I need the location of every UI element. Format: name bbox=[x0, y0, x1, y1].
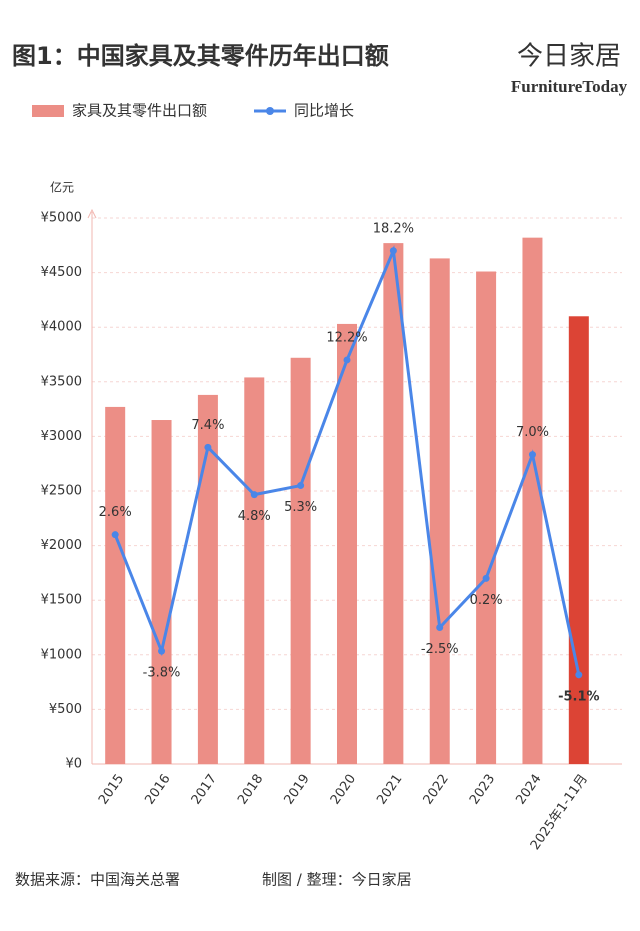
data-label: -5.1% bbox=[558, 689, 599, 704]
line-point bbox=[158, 647, 166, 655]
line-point bbox=[297, 482, 305, 490]
y-tick-label: ¥1500 bbox=[41, 593, 82, 608]
bar bbox=[197, 394, 218, 764]
data-label: 4.8% bbox=[238, 509, 271, 524]
line-point bbox=[389, 247, 397, 255]
x-tick-label: 2017 bbox=[189, 772, 220, 808]
bar bbox=[290, 357, 311, 764]
bar bbox=[105, 406, 126, 764]
y-tick-label: ¥0 bbox=[65, 757, 82, 772]
line-point bbox=[575, 671, 583, 679]
x-tick-label: 2019 bbox=[282, 772, 313, 808]
x-tick-label: 2018 bbox=[235, 772, 266, 808]
y-tick-label: ¥2000 bbox=[41, 538, 82, 553]
data-label: -2.5% bbox=[421, 642, 459, 657]
data-label: 18.2% bbox=[373, 221, 414, 236]
y-tick-label: ¥500 bbox=[49, 702, 82, 717]
y-axis-label: 亿元 bbox=[50, 180, 74, 195]
x-tick-label: 2022 bbox=[421, 772, 452, 808]
line-point bbox=[436, 624, 444, 631]
x-tick-label: 2024 bbox=[513, 772, 544, 808]
line-point bbox=[343, 356, 351, 364]
bar bbox=[337, 323, 357, 764]
data-label: 2.6% bbox=[99, 505, 132, 520]
x-tick-label: 2015 bbox=[96, 772, 127, 808]
line-point bbox=[528, 451, 536, 459]
legend-label: 家具及其零件出口额 bbox=[72, 102, 207, 120]
y-tick-label: ¥2500 bbox=[41, 484, 82, 499]
data-label: 0.2% bbox=[470, 593, 503, 608]
legend-swatch bbox=[266, 107, 274, 115]
legend-label: 同比增长 bbox=[294, 102, 354, 120]
bar bbox=[476, 271, 497, 764]
line-point bbox=[250, 491, 258, 499]
y-tick-label: ¥5000 bbox=[41, 211, 82, 226]
data-label: 7.4% bbox=[191, 418, 224, 433]
y-tick-label: ¥4000 bbox=[41, 320, 82, 335]
data-label: -3.8% bbox=[143, 666, 181, 681]
source: 数据来源：中国海关总署 bbox=[15, 871, 180, 889]
legend-swatch bbox=[32, 105, 64, 117]
bar bbox=[429, 258, 450, 764]
line-point bbox=[482, 574, 490, 582]
line-point bbox=[204, 443, 212, 451]
brand: 今日家居 bbox=[517, 42, 621, 72]
x-tick-label: 2023 bbox=[467, 772, 498, 808]
brand-logo: FurnitureToday bbox=[511, 77, 628, 96]
y-axis-arrow bbox=[87, 208, 97, 219]
data-label: 5.3% bbox=[284, 500, 317, 515]
y-tick-label: ¥1000 bbox=[41, 647, 82, 662]
y-tick-label: ¥3000 bbox=[41, 429, 82, 444]
bar bbox=[522, 237, 543, 764]
y-tick-label: ¥4500 bbox=[41, 265, 82, 280]
data-label: 12.2% bbox=[326, 330, 367, 345]
credit: 制图 / 整理：今日家居 bbox=[262, 871, 412, 889]
x-tick-label: 2021 bbox=[374, 772, 405, 808]
x-tick-label: 2016 bbox=[142, 772, 173, 808]
bar bbox=[383, 243, 404, 765]
bar bbox=[244, 377, 265, 764]
data-label: 7.0% bbox=[516, 425, 549, 440]
chart-title: 图1：中国家具及其零件历年出口额 bbox=[12, 42, 389, 70]
bar bbox=[151, 420, 172, 764]
x-tick-label: 2020 bbox=[328, 772, 359, 808]
y-tick-label: ¥3500 bbox=[41, 374, 82, 389]
line-point bbox=[111, 531, 119, 539]
